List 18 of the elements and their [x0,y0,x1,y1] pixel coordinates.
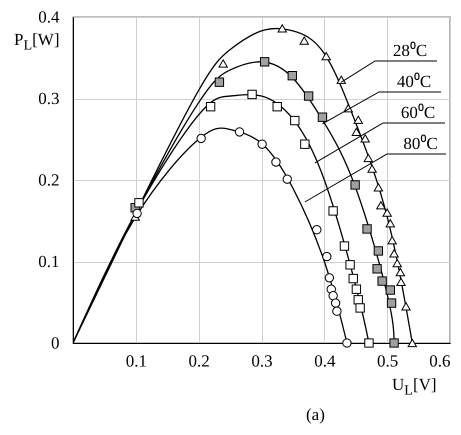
y-tick-label: 0.2 [38,170,60,190]
x-tick-label: 0.2 [188,352,210,370]
x-tick-label: 0.4 [314,352,336,370]
annotation: 28⁰C [392,41,428,60]
annotation: 80⁰C [403,134,438,153]
y-tick-label: 0.1 [38,252,60,271]
y-tick-label: 0.3 [38,89,60,108]
x-tick-label: 0.5 [377,352,398,370]
y-tick-label: 0.4 [38,8,60,26]
text: (a) [306,405,325,425]
x-tick-label: 0.1 [126,352,147,370]
x-tick-label: 0.6 [429,352,450,370]
y-axis-title: P$_{L}$[W] [14,30,60,54]
x-axis-title: U$_{L}$[V] [392,375,437,400]
annotation: 60⁰C [400,103,436,122]
x-tick-label: 0.3 [251,352,273,370]
y-tick-label: 0 [51,334,60,352]
annotation: 40⁰C [396,72,432,91]
